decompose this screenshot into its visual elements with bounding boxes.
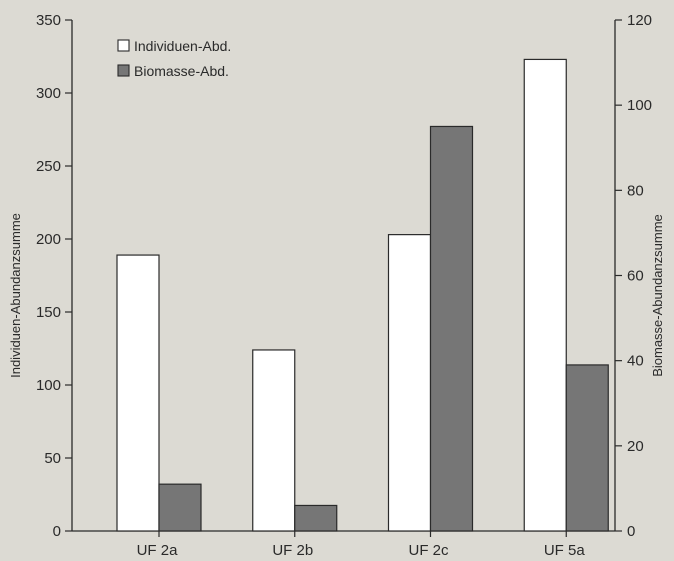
bar-biomasse-uf2c [429, 125, 474, 532]
legend-swatch [117, 64, 130, 77]
y-tick-left-label: 0 [53, 523, 61, 540]
y-tick-right-label: 40 [627, 353, 644, 370]
y-tick-left-label: 150 [36, 304, 61, 321]
y-tick-left-label: 50 [44, 450, 61, 467]
y-tick-right-label: 80 [627, 182, 644, 199]
y-tick-left-label: 350 [36, 12, 61, 29]
y-tick-right-label: 60 [627, 268, 644, 285]
y-tick-right-label: 120 [627, 12, 652, 29]
bars-group [116, 58, 609, 532]
legend-label: Individuen-Abd. [134, 38, 231, 54]
legend: Individuen-Abd. Biomasse-Abd. [117, 38, 231, 79]
ticks-group: 0 50 100 150 200 250 300 350 0 20 40 60 80 100 120 UF 2… [36, 12, 652, 559]
legend-swatch [117, 39, 130, 52]
y-tick-left-label: 300 [36, 85, 61, 102]
x-category-label: UF 5a [544, 542, 586, 559]
bar-biomasse-uf2b [294, 504, 338, 532]
x-category-label: UF 2a [137, 542, 179, 559]
y-axis-title-right: Biomasse-Abundanzsumme [650, 214, 665, 377]
bar-individuen-uf2b [252, 349, 296, 532]
x-category-label: UF 2c [408, 542, 449, 559]
y-tick-left-label: 100 [36, 377, 61, 394]
bar-individuen-uf2a [116, 254, 160, 532]
y-tick-left-label: 250 [36, 158, 61, 175]
bar-biomasse-uf5a [565, 364, 609, 532]
y-axis-title-left: Individuen-Abundanzsumme [8, 213, 23, 378]
y-tick-right-label: 20 [627, 438, 644, 455]
bar-biomasse-uf2a [158, 483, 202, 532]
legend-label: Biomasse-Abd. [134, 63, 229, 79]
bar-individuen-uf5a [523, 58, 567, 532]
x-category-label: UF 2b [272, 542, 313, 559]
y-tick-right-label: 0 [627, 523, 635, 540]
bar-individuen-uf2c [387, 234, 432, 532]
y-tick-right-label: 100 [627, 97, 652, 114]
y-tick-left-label: 200 [36, 231, 61, 248]
